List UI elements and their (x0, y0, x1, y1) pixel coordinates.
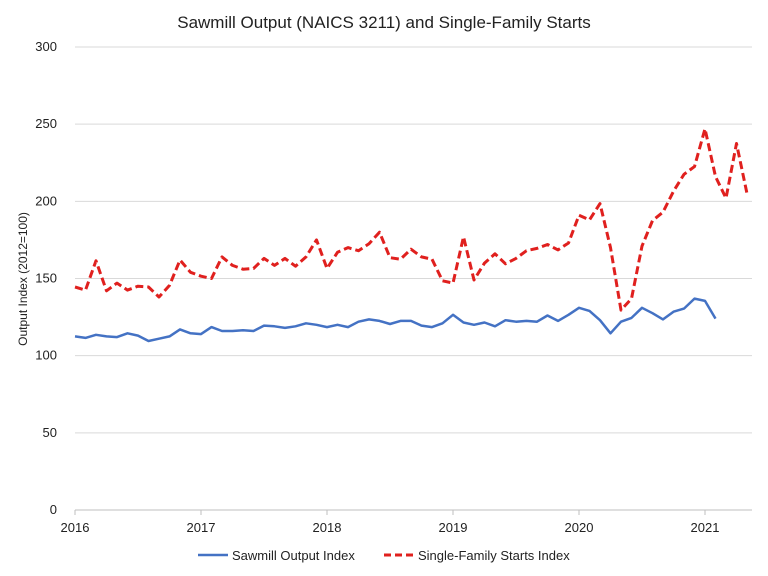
gridlines (75, 46, 752, 434)
legend: Sawmill Output Index Single-Family Starts… (198, 548, 570, 563)
x-tick-label: 2017 (187, 520, 216, 535)
y-tick-label: 0 (50, 502, 57, 517)
x-tick-label: 2019 (439, 520, 468, 535)
chart-title: Sawmill Output (NAICS 3211) and Single-F… (177, 13, 591, 32)
series-line-sawmill-output (74, 297, 717, 343)
y-tick-label: 250 (35, 116, 57, 131)
y-axis-label: Output Index (2012=100) (16, 212, 30, 346)
legend-label: Sawmill Output Index (232, 548, 355, 563)
axes: 0 50 100 150 200 250 300 2016 2017 2018 2019 2020 20… (35, 39, 752, 535)
y-tick-label: 50 (43, 425, 57, 440)
x-tick-label: 2020 (565, 520, 594, 535)
series-line-single-family-starts (74, 127, 749, 312)
y-tick-label: 100 (35, 348, 57, 363)
y-tick-label: 150 (35, 271, 57, 286)
y-tick-label: 200 (35, 193, 57, 208)
x-tick-label: 2016 (61, 520, 90, 535)
y-tick-label: 300 (35, 39, 57, 54)
series (74, 127, 749, 343)
legend-label: Single-Family Starts Index (418, 548, 570, 563)
x-tick-label: 2021 (691, 520, 720, 535)
x-tick-label: 2018 (313, 520, 342, 535)
